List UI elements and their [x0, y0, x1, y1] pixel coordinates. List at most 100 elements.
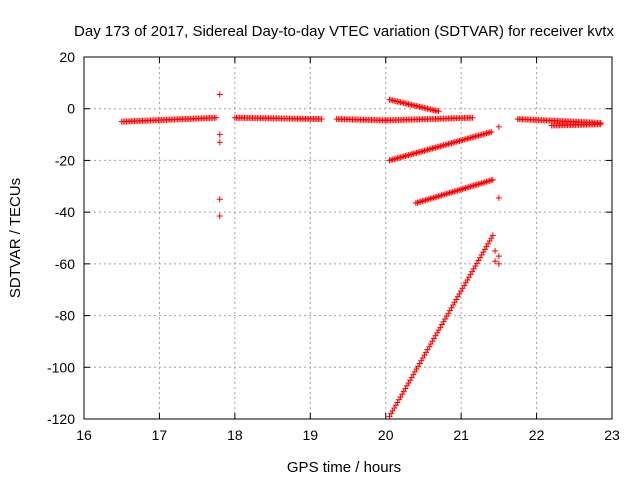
x-tick-label: 19 [302, 427, 318, 443]
data-point [415, 363, 422, 370]
data-point [216, 196, 223, 203]
data-point [429, 338, 436, 345]
data-point [469, 114, 476, 121]
data-point [411, 368, 418, 375]
data-point [467, 271, 474, 278]
data-point [488, 235, 495, 242]
x-tick-label: 23 [604, 427, 620, 443]
x-tick-label: 20 [378, 427, 394, 443]
data-point [456, 290, 463, 297]
data-point [475, 257, 482, 264]
data-point [450, 302, 457, 309]
data-point [410, 371, 417, 378]
data-point [432, 332, 439, 339]
y-tick-label: -20 [55, 152, 75, 168]
data-point [459, 285, 466, 292]
data-point [458, 288, 465, 295]
data-point [392, 402, 399, 409]
x-axis-label: GPS time / hours [287, 459, 401, 476]
data-point [462, 279, 469, 286]
data-point [388, 410, 395, 417]
data-point [453, 296, 460, 303]
data-point [434, 329, 441, 336]
x-tick-label: 22 [529, 427, 545, 443]
data-points [118, 91, 604, 420]
data-point [403, 382, 410, 389]
data-point [318, 116, 325, 123]
data-point [451, 299, 458, 306]
data-point [435, 327, 442, 334]
data-point [489, 232, 496, 239]
data-point [495, 123, 502, 130]
data-point [470, 265, 477, 272]
data-point [478, 251, 485, 258]
x-tick-label: 16 [76, 427, 92, 443]
data-point [454, 293, 461, 300]
x-tick-label: 18 [227, 427, 243, 443]
data-point [407, 377, 414, 384]
y-tick-label: -120 [47, 411, 75, 427]
data-point [443, 313, 450, 320]
grid-lines [84, 57, 612, 419]
data-point [472, 263, 479, 270]
data-point [431, 335, 438, 342]
data-point [477, 254, 484, 261]
data-point [486, 237, 493, 244]
data-point [424, 346, 431, 353]
x-tick-label: 17 [152, 427, 168, 443]
data-point [485, 240, 492, 247]
data-point [421, 352, 428, 359]
data-point [489, 176, 496, 183]
y-axis-label: SDTVAR / TECUs [7, 178, 24, 298]
data-point [400, 388, 407, 395]
data-point [213, 114, 219, 121]
data-point [438, 321, 445, 328]
data-point [495, 260, 502, 267]
data-point [481, 246, 488, 253]
data-point [397, 393, 404, 400]
data-point [399, 391, 406, 398]
data-point [495, 253, 502, 260]
data-point [427, 341, 434, 348]
data-point [465, 274, 472, 281]
data-point [480, 249, 487, 256]
data-point [442, 315, 449, 322]
data-point [216, 139, 223, 146]
data-point [492, 258, 499, 265]
data-point [408, 374, 415, 381]
data-point [492, 247, 499, 254]
data-point [418, 357, 425, 364]
data-point [488, 128, 495, 135]
y-tick-label: -100 [47, 359, 75, 375]
y-tick-label: -60 [55, 256, 75, 272]
data-point [419, 354, 426, 361]
data-point [216, 213, 223, 220]
data-point [396, 396, 403, 403]
data-point [426, 343, 433, 350]
data-point [216, 131, 223, 138]
y-tick-label: -40 [55, 204, 75, 220]
data-point [423, 349, 430, 356]
data-point [461, 282, 468, 289]
data-point [473, 260, 480, 267]
y-tick-label: 20 [59, 49, 75, 65]
chart-title: Day 173 of 2017, Sidereal Day-to-day VTE… [74, 23, 614, 40]
data-point [435, 108, 442, 115]
data-point [402, 385, 409, 392]
y-tick-label: 0 [67, 101, 75, 117]
axis-ticks: 16 17 18 19 20 21 22 23 -120 -100 -80 -60 -40 -20 0 20 [47, 49, 620, 443]
data-point [483, 243, 490, 250]
data-point [448, 304, 455, 311]
data-point [394, 399, 401, 406]
data-point [391, 405, 398, 412]
data-point [469, 268, 476, 275]
data-point [405, 379, 412, 386]
data-point [495, 194, 502, 201]
data-point [464, 276, 471, 283]
data-point [440, 318, 447, 325]
plot-frame [83, 56, 613, 420]
data-point [216, 91, 223, 98]
x-tick-label: 21 [453, 427, 469, 443]
data-point [416, 360, 423, 367]
